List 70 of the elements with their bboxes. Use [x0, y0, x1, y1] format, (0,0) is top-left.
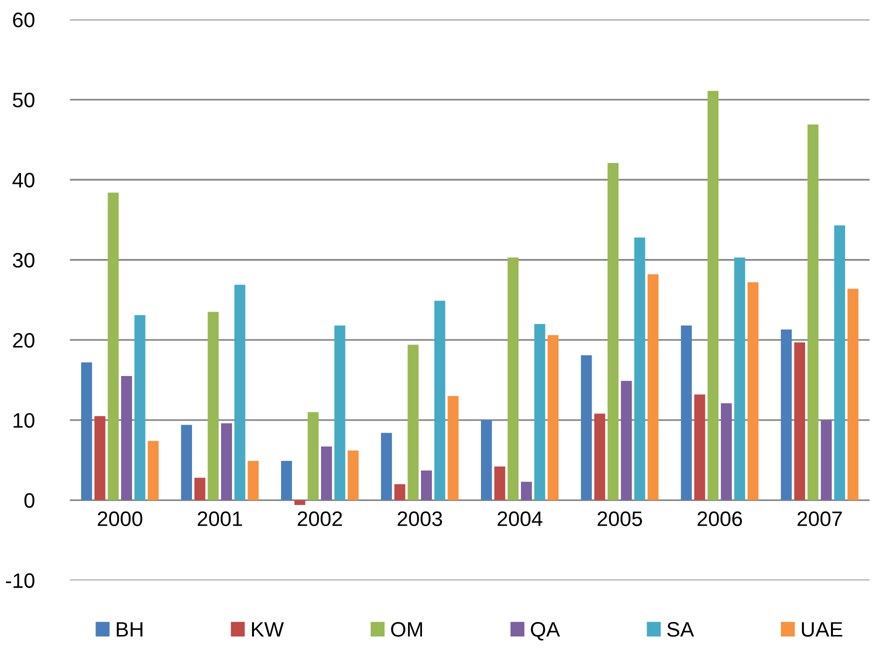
bar: [708, 90, 718, 500]
bar: [680, 326, 692, 500]
x-tick-label: 2006: [698, 511, 742, 526]
bar: [780, 330, 792, 500]
y-tick-label: 0: [24, 493, 34, 508]
bar: [534, 324, 546, 500]
bar: [794, 342, 806, 500]
bar: [348, 450, 359, 500]
bar: [620, 380, 632, 500]
bar: [634, 237, 646, 500]
legend-label: BH: [116, 622, 142, 637]
bar: [381, 432, 392, 500]
x-tick-label: 2002: [298, 511, 342, 526]
bar: [494, 466, 506, 500]
legend-label: UAE: [802, 622, 842, 637]
x-tick-label: 2004: [498, 511, 542, 526]
y-tick-label: -10: [6, 573, 34, 588]
bar: [434, 300, 446, 500]
bar: [181, 424, 192, 500]
bar: [448, 396, 459, 500]
bar: [834, 225, 846, 500]
bar: [508, 257, 519, 500]
y-tick-label: 60: [13, 12, 34, 28]
bar: [221, 423, 232, 500]
x-tick-label: 2005: [598, 511, 642, 526]
bar: [294, 500, 306, 505]
bar: [748, 282, 758, 500]
bar: [394, 484, 406, 500]
bar: [81, 362, 92, 500]
x-tick-label: 2007: [798, 511, 842, 526]
bar: [208, 312, 219, 500]
y-tick-label: 50: [12, 92, 34, 108]
y-tick-label: 20: [13, 332, 34, 348]
bar: [520, 482, 532, 500]
bar: [134, 315, 146, 500]
bar: [408, 344, 419, 500]
bar: [580, 355, 592, 500]
bar: [420, 470, 432, 500]
bar: [734, 257, 746, 500]
legend-label: OM: [391, 622, 422, 637]
bar: [308, 412, 319, 500]
x-tick-label: 2003: [398, 511, 442, 526]
bar: [194, 478, 206, 500]
bar: [720, 403, 732, 500]
bar: [121, 376, 132, 500]
bar: [548, 335, 559, 500]
legend-label: SA: [667, 622, 694, 637]
y-tick-label: 10: [14, 413, 34, 428]
bar: [334, 326, 346, 500]
legend-label: QA: [530, 622, 560, 640]
bar: [848, 288, 858, 500]
bar: [648, 274, 659, 500]
x-tick-label: 2001: [198, 511, 242, 526]
bar: [608, 162, 619, 500]
y-tick-label: 30: [12, 252, 34, 268]
y-tick-label: 40: [12, 172, 34, 188]
x-tick-label: 2000: [98, 511, 142, 526]
bar: [694, 394, 706, 500]
bar: [480, 420, 492, 500]
bar: [234, 284, 246, 500]
bar: [321, 446, 332, 500]
bar: [594, 414, 606, 500]
bar: [108, 192, 119, 500]
bar: [248, 460, 259, 500]
bar: [820, 420, 832, 500]
legend-label: KW: [252, 622, 284, 637]
bar: [808, 124, 818, 500]
bar: [94, 416, 106, 500]
bar: [281, 460, 292, 500]
bar: [148, 440, 159, 500]
